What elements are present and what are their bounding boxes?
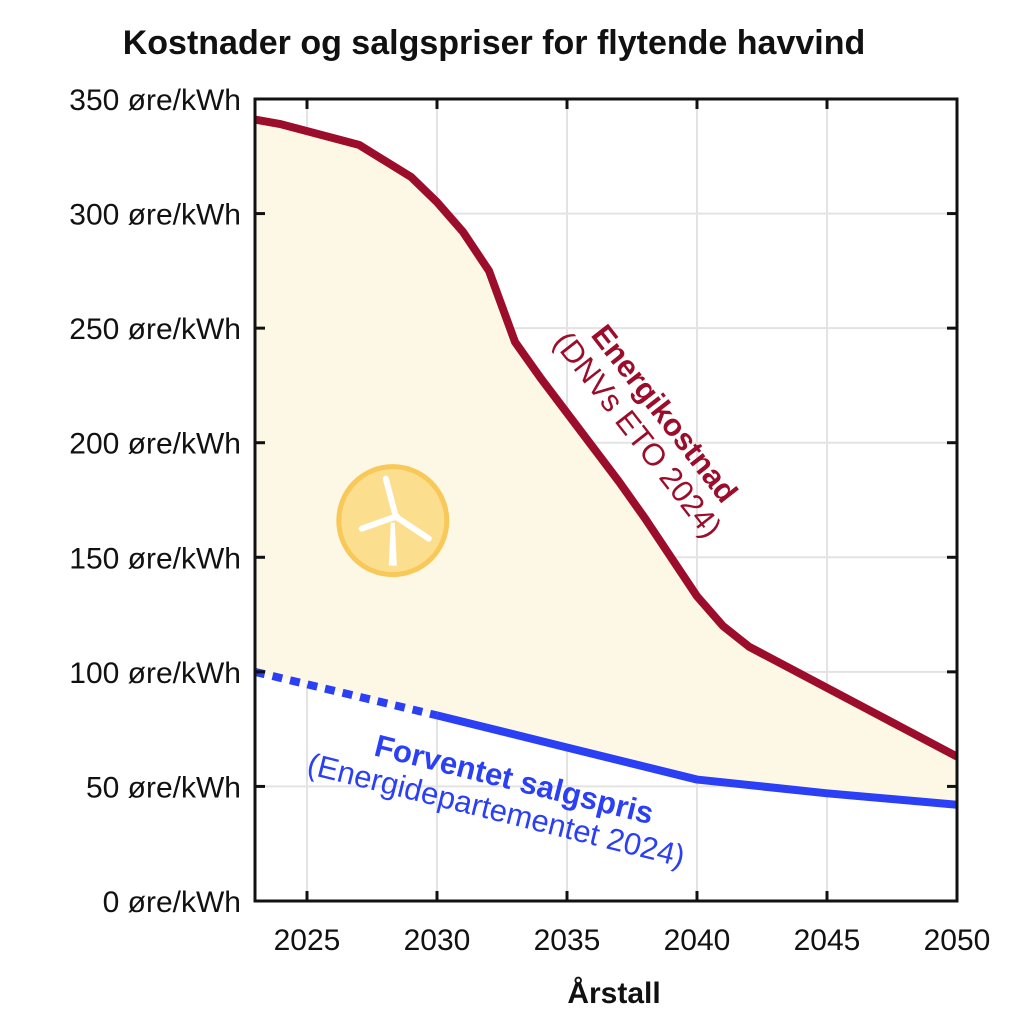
x-tick-label: 2045 [794, 924, 861, 957]
y-tick-label: 50 øre/kWh [86, 771, 241, 804]
wind-turbine-icon [336, 464, 450, 578]
x-tick-label: 2025 [274, 924, 341, 957]
icon-blade [358, 513, 399, 532]
x-tick-label: 2030 [404, 924, 471, 957]
x-tick-label: 2050 [924, 924, 991, 957]
y-tick-label: 300 øre/kWh [69, 199, 241, 232]
x-tick-label: 2035 [534, 924, 601, 957]
x-tick-label: 2040 [664, 924, 731, 957]
y-tick-label: 100 øre/kWh [69, 657, 241, 690]
icon-tower [388, 522, 397, 566]
series-line-energikostnad [255, 115, 957, 761]
plot-area: 2025 2030 2035 2040 2045 2050 0 øre/kWh 50 øre/… [69, 84, 990, 957]
chart-title: Kostnader og salgspriser for flytende ha… [123, 24, 866, 62]
axes-frame [253, 97, 959, 903]
icon-blade [382, 475, 399, 520]
y-tick-label: 250 øre/kWh [69, 313, 241, 346]
y-tick-label: 350 øre/kWh [69, 84, 241, 117]
y-tick-label: 150 øre/kWh [69, 542, 241, 575]
icon-blade [392, 513, 432, 542]
x-axis-label: Årstall [567, 977, 660, 1010]
y-tick-label: 200 øre/kWh [69, 428, 241, 461]
series-line-salgspris-dashed [255, 667, 438, 720]
icon-hub [391, 512, 400, 521]
y-tick-label: 0 øre/kWh [103, 886, 241, 919]
fill-between-area [255, 119, 957, 805]
series-line-salgspris [436, 711, 957, 809]
